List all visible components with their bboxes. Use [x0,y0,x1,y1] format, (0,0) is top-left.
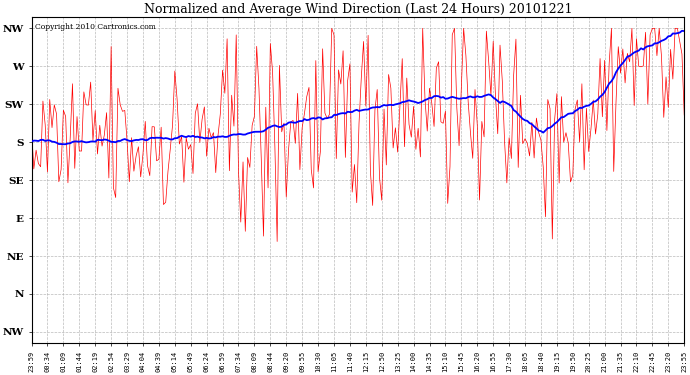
Title: Normalized and Average Wind Direction (Last 24 Hours) 20101221: Normalized and Average Wind Direction (L… [144,3,572,16]
Text: Copyright 2010 Cartronics.com: Copyright 2010 Cartronics.com [34,24,156,32]
